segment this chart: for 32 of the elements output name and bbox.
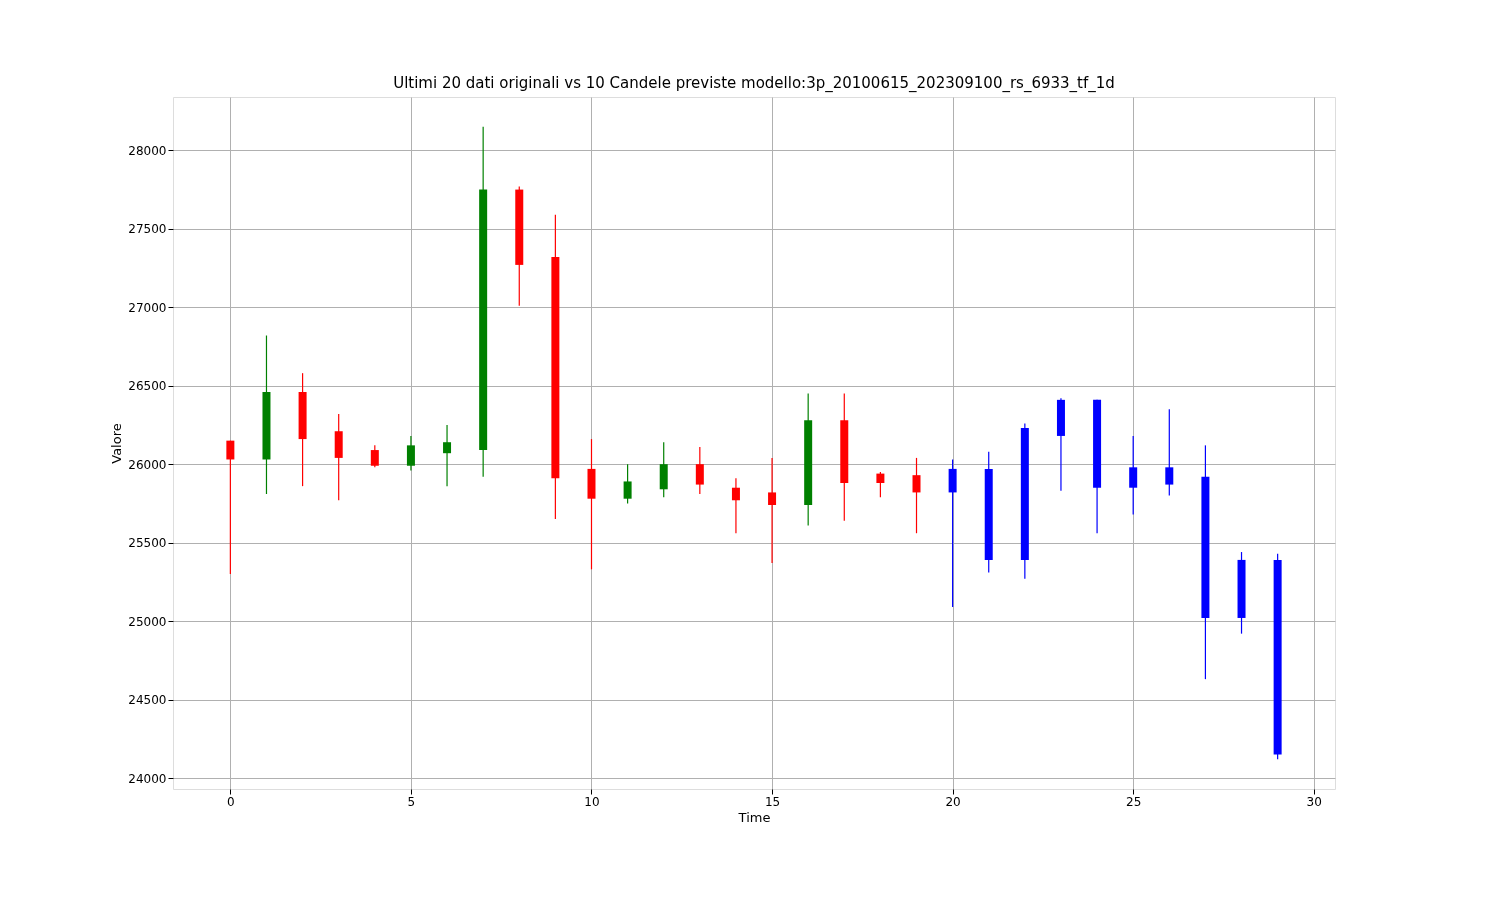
x-tick-label: 30 — [1306, 794, 1322, 809]
x-tick-label: 20 — [945, 794, 961, 809]
y-axis-title: Valore — [109, 423, 125, 464]
x-tick-label: 10 — [584, 794, 600, 809]
candlestick — [948, 458, 957, 608]
candlestick — [443, 424, 452, 487]
y-tick-label: 26000 — [128, 457, 167, 472]
candlestick — [226, 440, 235, 575]
y-tick-label: 25000 — [128, 614, 167, 629]
y-tick-label: 27500 — [128, 222, 167, 237]
candlestick — [623, 463, 632, 505]
candlestick — [406, 435, 415, 472]
chart-title: Ultimi 20 dati originali vs 10 Candele previste modello:3p_20100615_202309100_rs_6933_tf_1d — [393, 74, 1115, 93]
x-tick-label: 5 — [407, 794, 416, 809]
candlestick — [731, 477, 740, 534]
x-tick-label: 25 — [1126, 794, 1142, 809]
y-tick-label: 26500 — [128, 379, 167, 394]
y-tick-label: 24000 — [128, 771, 167, 786]
y-tick-label: 25500 — [128, 536, 167, 551]
x-tick-label: 15 — [764, 794, 781, 809]
candlestick — [370, 444, 379, 468]
candlestick — [695, 446, 704, 495]
candlestick — [1129, 435, 1138, 515]
y-tick-label: 28000 — [128, 143, 167, 158]
candlestick — [912, 457, 921, 534]
y-tick-label: 27000 — [128, 300, 167, 315]
candlestick — [876, 471, 885, 498]
candlestick — [768, 457, 777, 564]
y-tick-label: 24500 — [128, 693, 167, 708]
candlestick — [1165, 408, 1174, 497]
x-axis-title: Time — [737, 809, 771, 825]
x-tick-label: 0 — [227, 794, 235, 809]
